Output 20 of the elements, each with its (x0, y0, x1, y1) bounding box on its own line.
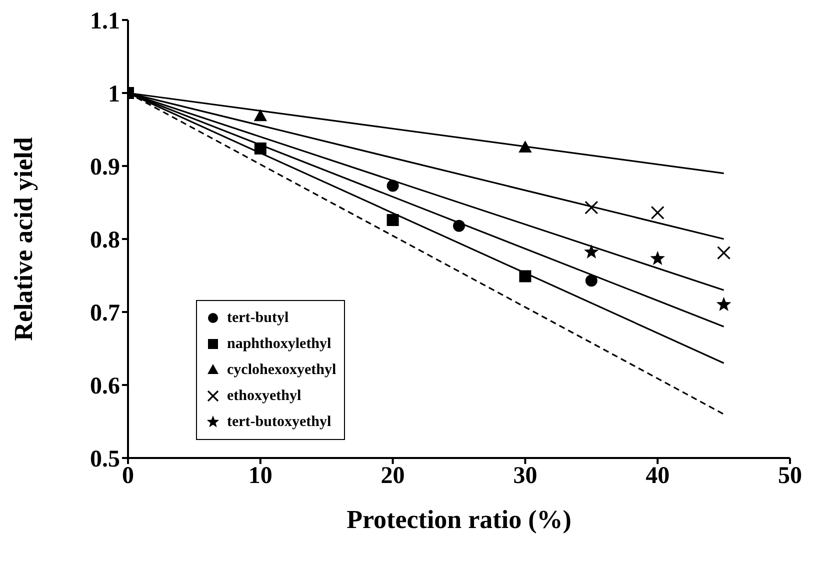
x-tick-label: 0 (122, 463, 134, 490)
y-tick-label: 0.7 (90, 300, 120, 327)
x-tick-label: 30 (513, 463, 538, 490)
y-tick-label: 1 (108, 82, 120, 108)
legend-label: tert-butoxyethyl (227, 413, 332, 432)
x-tick-label: 40 (646, 463, 670, 490)
y-tick-label: 0.6 (90, 374, 120, 400)
legend-label: naphthoxylethyl (227, 335, 332, 354)
legend-label: tert-butyl (227, 309, 289, 328)
y-tick-label: 1.1 (90, 8, 120, 35)
x-tick-label: 20 (380, 463, 405, 490)
x-tick-label: 50 (778, 463, 802, 490)
y-axis-title: Relative acid yield (9, 136, 38, 341)
legend-label: cyclohexoxyethyl (227, 361, 336, 380)
y-tick-label: 0.5 (90, 446, 120, 473)
x-tick-label: 10 (248, 463, 272, 490)
y-tick-label: 0.9 (90, 154, 120, 181)
legend-label: ethoxyethyl (227, 387, 302, 406)
x-axis-title: Protection ratio (%) (346, 505, 572, 534)
y-tick-label: 0.8 (90, 228, 120, 254)
